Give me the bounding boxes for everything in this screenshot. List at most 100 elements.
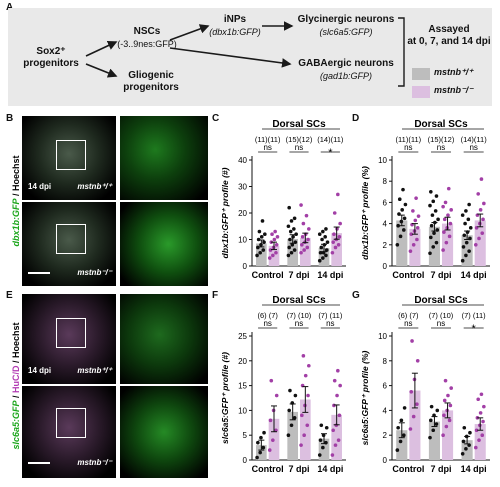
point-mut: [331, 428, 335, 433]
point-wt: [398, 439, 403, 444]
bar-wt: [318, 438, 330, 460]
point-wt: [324, 248, 329, 252]
point-wt: [467, 202, 471, 207]
x-tick-label: 14 dpi: [461, 464, 487, 474]
point-mut: [442, 413, 446, 418]
arrow-sox2-nscs: [85, 41, 118, 57]
point-mut: [336, 192, 340, 197]
point-wt: [290, 243, 295, 247]
point-wt: [321, 256, 325, 260]
significance-label: *: [328, 147, 333, 159]
point-wt: [429, 418, 433, 423]
point-mut: [447, 418, 452, 423]
point-wt: [292, 248, 297, 252]
sample-size-label: (7) (10): [287, 311, 312, 320]
significance-label: ns: [263, 143, 271, 152]
y-axis-label: dbx1b:GFP⁺ profile (%): [360, 166, 370, 260]
point-wt: [402, 216, 407, 221]
point-wt: [395, 243, 400, 247]
point-mut: [476, 192, 481, 196]
point-mut: [448, 221, 453, 226]
point-wt: [261, 445, 266, 450]
chart-d: Dorsal SCs 0 2 4 6 8 10 dbx1b:GFP⁺ profile (%) C…: [360, 119, 490, 280]
point-mut: [299, 203, 303, 207]
point-wt: [258, 450, 262, 455]
y-tick-label: 10: [378, 332, 387, 341]
point-mut: [335, 393, 339, 398]
point-mut: [441, 248, 445, 252]
point-wt: [318, 438, 323, 442]
bar-mut: [474, 424, 486, 460]
significance-label: ns: [295, 143, 303, 152]
point-mut: [307, 363, 311, 368]
point-wt: [288, 229, 293, 234]
point-mut: [446, 213, 450, 217]
y-tick-label: 4: [383, 220, 388, 229]
point-wt: [287, 245, 291, 250]
y-tick-label: 30: [238, 183, 247, 192]
point-mut: [415, 226, 420, 230]
bar-mut: [331, 414, 342, 460]
point-wt: [287, 408, 291, 413]
significance-label: ns: [404, 319, 412, 328]
bar-wt: [461, 235, 473, 266]
point-mut: [442, 230, 446, 234]
genotype-label-mut: mstnb⁻/⁻: [77, 458, 112, 467]
point-mut: [479, 177, 484, 181]
x-tick-label: 14 dpi: [317, 464, 343, 474]
point-wt: [463, 221, 467, 226]
y-tick-label: 25: [238, 332, 247, 341]
bar-mut: [409, 228, 421, 266]
point-mut: [300, 413, 304, 418]
legend-label-wt: mstnb⁺/⁺: [434, 67, 474, 77]
bar-wt: [256, 243, 267, 266]
x-tick-label: 7 dpi: [288, 270, 309, 280]
node-gliogenic: Gliogenic progenitors: [116, 70, 186, 94]
bar-mut: [442, 223, 454, 266]
genotype-label-mut: mstnb⁻/⁻: [77, 268, 112, 277]
x-tick-label: 7 dpi: [288, 464, 309, 474]
channel-label-hoechst: / Hoechst: [11, 155, 21, 199]
point-wt: [293, 393, 298, 398]
arrow-sox2-gliogenic: [85, 63, 118, 78]
micrograph-e-wt-inset: [120, 294, 208, 384]
node-glycinergic: Glycinergic neurons (slc6a5:GFP): [294, 14, 398, 38]
point-wt: [434, 422, 439, 426]
point-wt: [289, 219, 294, 223]
point-mut: [473, 445, 478, 450]
point-wt: [434, 240, 439, 245]
point-mut: [301, 354, 306, 358]
y-tick-label: 40: [238, 156, 247, 165]
point-mut: [446, 186, 451, 191]
point-wt: [261, 248, 266, 252]
bar-wt: [396, 220, 408, 266]
point-wt: [256, 440, 260, 445]
sample-size-label: (7) (11): [318, 311, 343, 320]
point-mut: [299, 443, 303, 447]
panel-label-e: E: [6, 290, 13, 301]
y-tick-label: 6: [383, 198, 388, 207]
point-mut: [444, 424, 449, 429]
chart-title: Dorsal SCs: [414, 119, 468, 130]
point-mut: [274, 243, 279, 247]
point-mut: [442, 217, 447, 222]
node-glycinergic-title: Glycinergic neurons: [297, 14, 395, 25]
point-mut: [331, 240, 335, 244]
channel-label-b: dbx1b:GFP / Hoechst: [11, 116, 21, 286]
significance-label: ns: [326, 319, 334, 328]
point-mut: [300, 243, 304, 247]
y-tick-label: 2: [383, 241, 388, 250]
bar-mut: [300, 237, 311, 266]
point-wt: [292, 216, 297, 221]
point-mut: [307, 227, 311, 231]
genotype-label-wt: mstnb⁺/⁺: [77, 366, 112, 375]
node-sox2-subtitle: progenitors: [23, 58, 79, 69]
sample-size-label: (11)(11): [396, 135, 422, 144]
significance-label: ns: [295, 319, 303, 328]
point-mut: [336, 368, 340, 373]
x-tick-label: Control: [392, 270, 424, 280]
y-axis-label: slc6a5:GFP⁺ profile (#): [220, 352, 230, 444]
channel-label-hoechst: / Hoechst: [11, 322, 21, 366]
chart-title: Dorsal SCs: [272, 295, 326, 306]
point-wt: [259, 235, 264, 239]
